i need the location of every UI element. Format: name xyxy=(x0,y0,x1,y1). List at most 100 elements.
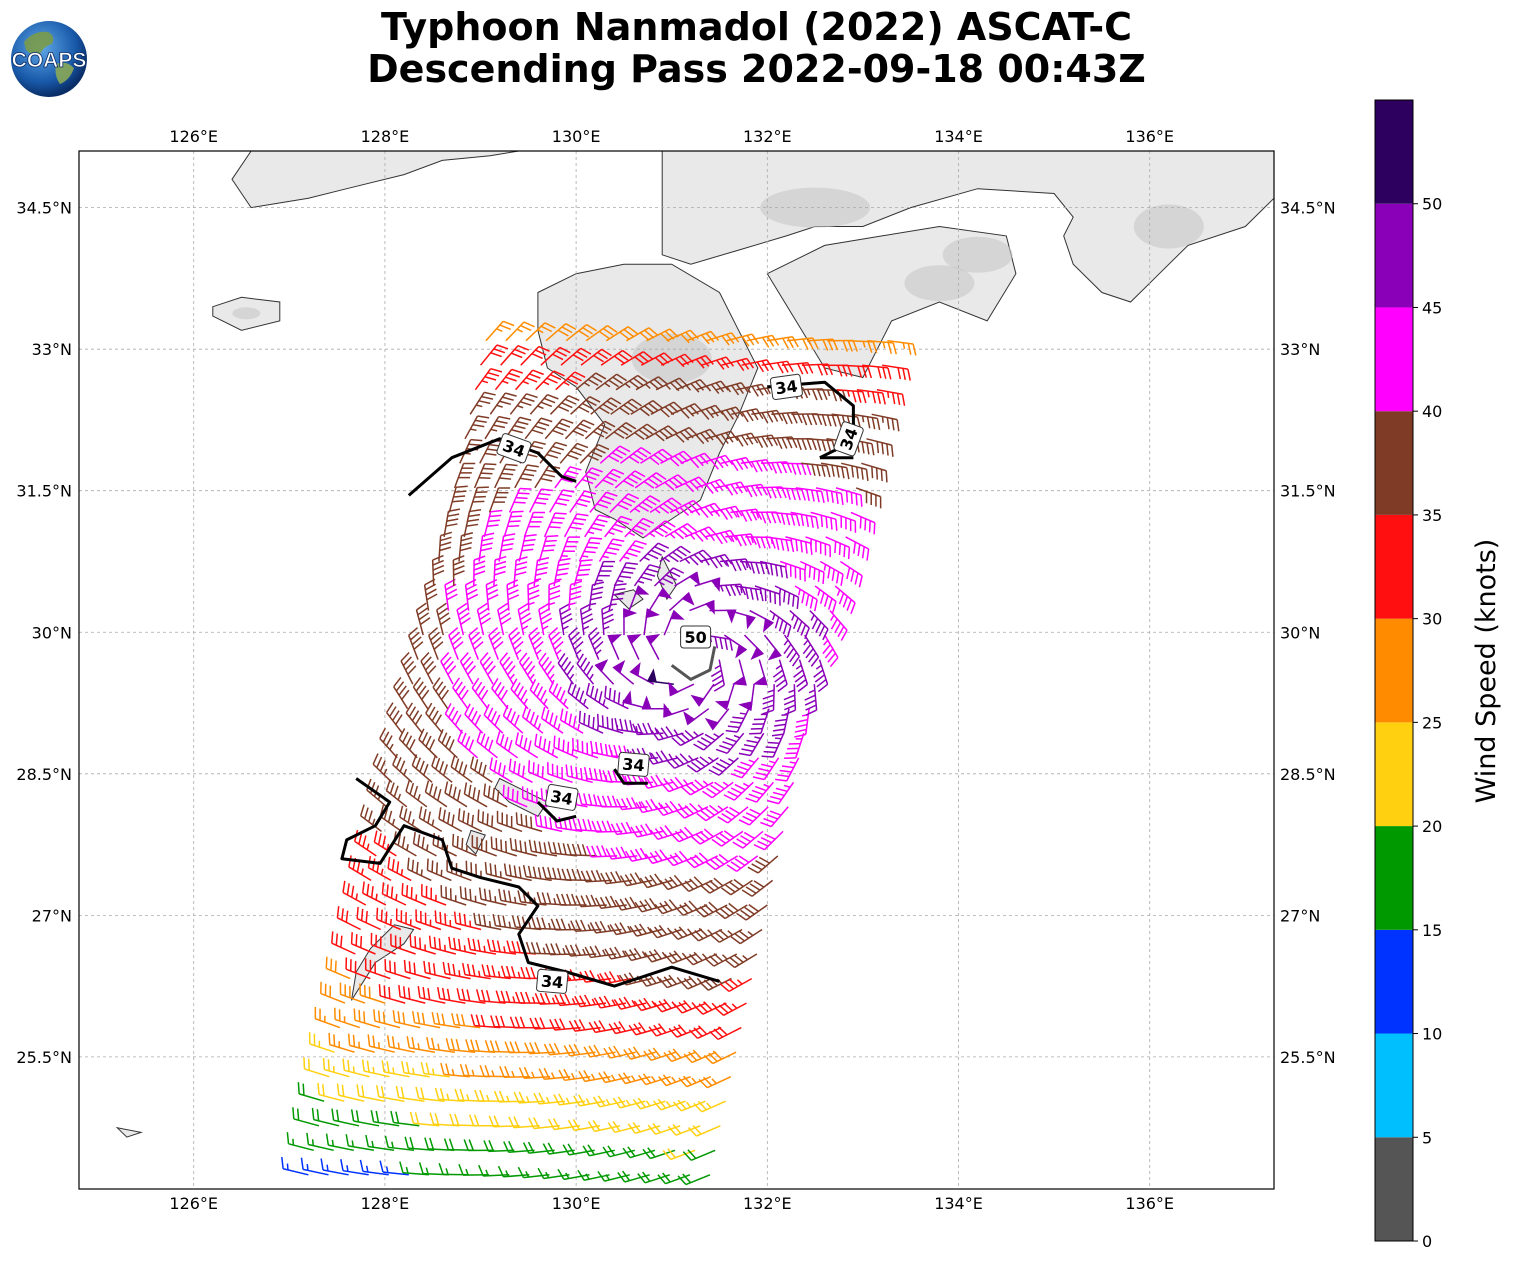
colorbar: 0 5 10 15 20 25 30 35 40 45 50 Wind Speed (knots) xyxy=(1374,99,1502,1251)
wind-barb xyxy=(528,627,544,660)
wind-barb xyxy=(356,906,382,931)
wind-barb xyxy=(497,1165,530,1178)
wind-barb xyxy=(694,1001,727,1015)
wind-barb xyxy=(518,1066,551,1079)
wind-barb xyxy=(696,380,729,395)
wind-barb xyxy=(622,690,649,710)
wind-barb xyxy=(457,808,483,833)
wind-barb xyxy=(461,963,491,980)
wind-barb xyxy=(490,836,518,857)
wind-barb xyxy=(412,677,430,710)
wind-barb xyxy=(754,585,781,606)
wind-barb xyxy=(565,323,597,342)
logo-text: COAPS xyxy=(12,49,87,72)
wind-barb xyxy=(415,1086,445,1102)
wind-barb xyxy=(496,810,523,833)
wind-barb xyxy=(634,472,667,489)
colorbar-bin xyxy=(1375,514,1413,619)
wind-barb xyxy=(564,944,597,957)
wind-barb xyxy=(561,868,592,882)
wind-barb xyxy=(830,511,857,533)
wind-barb xyxy=(569,490,597,513)
lon-tick-label-bottom: 134°E xyxy=(934,1194,983,1213)
wind-barb xyxy=(405,779,428,808)
lon-tick-label-top: 132°E xyxy=(743,127,792,146)
wind-barb xyxy=(589,920,622,934)
wind-barb xyxy=(623,608,638,636)
wind-barb xyxy=(593,560,616,587)
lat-tick-label-right: 25.5°N xyxy=(1280,1048,1336,1067)
contour-line xyxy=(670,646,717,681)
wind-barb xyxy=(683,708,710,726)
wind-barb xyxy=(635,376,668,391)
wind-barb xyxy=(751,409,784,424)
wind-barb xyxy=(503,510,524,538)
wind-barb xyxy=(730,757,760,779)
wind-barb xyxy=(438,807,463,833)
okinawa-island xyxy=(351,924,415,1001)
wind-barb xyxy=(882,364,911,381)
terrain-shade xyxy=(904,265,975,302)
wind-barb xyxy=(752,659,768,686)
wind-barb xyxy=(689,927,723,942)
wind-barb xyxy=(514,464,539,489)
wind-barb xyxy=(769,609,792,638)
colorbar-bin xyxy=(1375,1033,1413,1138)
wind-barb xyxy=(473,912,502,931)
wind-barb xyxy=(667,1124,701,1136)
wind-barb xyxy=(457,729,478,759)
wind-barb xyxy=(584,945,617,959)
lon-tick-label-top: 130°E xyxy=(552,127,601,146)
wind-barb xyxy=(499,1065,531,1078)
wind-barb xyxy=(766,335,799,349)
wind-barb xyxy=(594,659,615,685)
wind-barb xyxy=(528,839,558,857)
wind-barb xyxy=(328,1032,355,1053)
wind-barb xyxy=(706,332,740,346)
wind-barb xyxy=(524,1042,556,1055)
wind-barb xyxy=(668,591,695,612)
wind-barb xyxy=(862,364,892,380)
wind-barb xyxy=(415,602,431,636)
wind-barb xyxy=(483,509,503,538)
wind-barb xyxy=(620,351,654,366)
wind-barb xyxy=(762,684,775,715)
wind-barb xyxy=(619,446,652,464)
wind-barb xyxy=(558,1068,591,1082)
wind-barb xyxy=(760,806,789,828)
colorbar-tick-label: 45 xyxy=(1422,298,1442,317)
colorbar-bin xyxy=(1375,307,1413,412)
wind-barb xyxy=(508,1116,540,1129)
wind-barb xyxy=(594,895,627,910)
wind-barb xyxy=(789,610,810,640)
wind-barb xyxy=(469,756,493,783)
wind-barb xyxy=(464,415,490,440)
wind-barb xyxy=(589,491,618,513)
wind-barb xyxy=(670,403,704,419)
wind-barb xyxy=(570,396,601,415)
wind-barb xyxy=(604,946,637,960)
wind-barb xyxy=(568,1019,601,1032)
contour-line xyxy=(613,768,648,785)
wind-barb xyxy=(448,936,477,955)
wind-barb xyxy=(653,567,685,587)
wind-barb xyxy=(320,981,346,1004)
terrain-shade xyxy=(232,307,261,320)
wind-barb xyxy=(607,634,623,660)
wind-barb xyxy=(463,509,482,538)
wind-barb xyxy=(841,462,869,481)
wind-barb xyxy=(520,345,550,366)
wind-barb xyxy=(665,753,699,769)
wind-barb xyxy=(575,894,607,908)
wind-barb xyxy=(560,347,592,366)
wind-barb xyxy=(593,995,627,1009)
wind-barb xyxy=(340,1159,369,1176)
wind-barb xyxy=(700,454,734,470)
wind-barb xyxy=(452,833,477,857)
wind-barb xyxy=(730,928,763,945)
wind-barb xyxy=(723,781,754,801)
lat-tick-label-left: 25.5°N xyxy=(16,1048,72,1067)
wind-barb xyxy=(598,538,625,562)
wind-barb xyxy=(557,652,575,685)
wind-barb xyxy=(445,1038,476,1053)
